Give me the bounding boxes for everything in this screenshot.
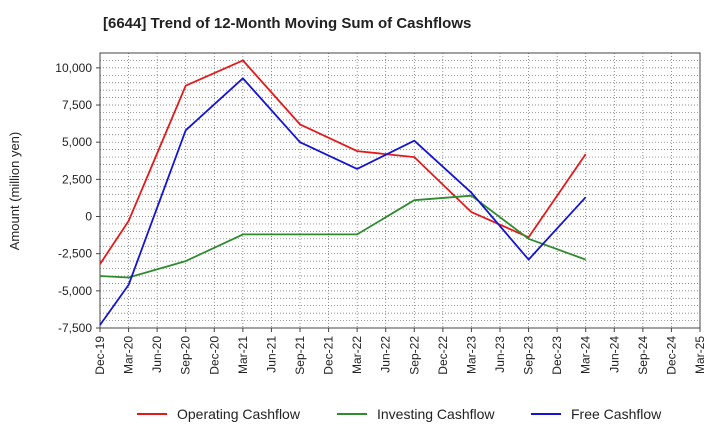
chart-title: [6644] Trend of 12-Month Moving Sum of C… (103, 15, 472, 32)
x-tick-label: Dec-20 (207, 336, 221, 375)
x-tick-label: Sep-23 (522, 336, 536, 375)
series-lines (99, 59, 587, 326)
x-tick-label: Sep-24 (636, 336, 650, 375)
x-tick-label: Mar-23 (464, 336, 478, 374)
series-line-operating-cashflow (99, 59, 587, 265)
series-line-free-cashflow (99, 77, 587, 326)
y-tick-label: 5,000 (62, 135, 92, 149)
y-axis-ticks: 10,000 7,500 5,000 2,500 0 -2,500 -5,000 -7,500 (55, 61, 100, 335)
y-tick-label: -7,500 (58, 321, 92, 335)
x-tick-label: Jun-24 (607, 336, 621, 373)
x-tick-label: Jun-21 (264, 336, 278, 373)
y-tick-label: 2,500 (62, 172, 92, 186)
x-axis-ticks: Dec-19 Mar-20 Jun-20 Sep-20 Dec-20 Mar-21 Jun-… (93, 328, 707, 375)
y-tick-label: 0 (85, 210, 92, 224)
x-tick-label: Jun-20 (150, 336, 164, 373)
x-tick-label: Jun-22 (379, 336, 393, 373)
y-tick-label: -5,000 (58, 284, 92, 298)
x-tick-label: Dec-24 (664, 336, 678, 375)
y-tick-label: 7,500 (62, 98, 92, 112)
x-tick-label: Mar-22 (350, 336, 364, 374)
axes (99, 52, 701, 329)
x-tick-label: Sep-22 (407, 336, 421, 375)
plot-frame (99, 52, 701, 329)
x-tick-label: Sep-21 (293, 336, 307, 375)
series-line-investing-cashflow (99, 194, 587, 279)
x-tick-label: Mar-20 (122, 336, 136, 374)
x-tick-label: Dec-22 (436, 336, 450, 375)
x-tick-label: Dec-23 (550, 336, 564, 375)
x-tick-label: Mar-24 (579, 336, 593, 374)
x-tick-label: Dec-19 (93, 336, 107, 375)
x-tick-label: Mar-25 (693, 336, 707, 374)
legend-label: Investing Cashflow (377, 406, 495, 422)
x-tick-label: Mar-21 (236, 336, 250, 374)
legend: Operating Cashflow Investing Cashflow Free… (137, 406, 662, 422)
y-axis-label: Amount (million yen) (7, 132, 22, 251)
legend-label: Operating Cashflow (177, 406, 301, 422)
x-tick-label: Jun-23 (493, 336, 507, 373)
x-tick-label: Sep-20 (179, 336, 193, 375)
x-tick-label: Dec-21 (322, 336, 336, 375)
y-tick-label: -2,500 (58, 247, 92, 261)
y-tick-label: 10,000 (55, 61, 92, 75)
grid-lines (99, 52, 701, 329)
legend-label: Free Cashflow (571, 406, 662, 422)
